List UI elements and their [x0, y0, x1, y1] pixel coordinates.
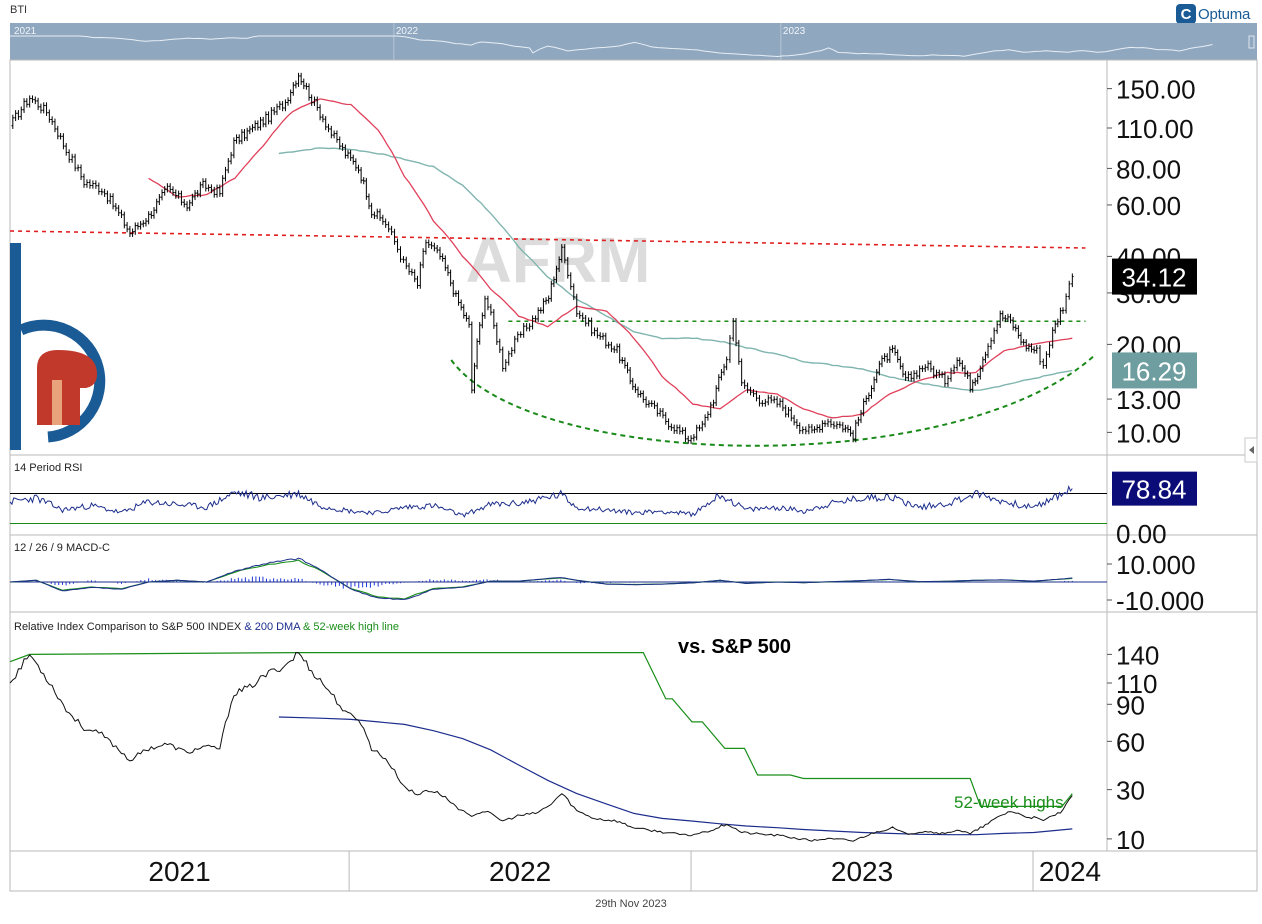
relative-title-part-1: Relative Index Comparison to S&P 500 IND…	[14, 621, 244, 633]
relative-annotation: vs. S&P 500	[678, 636, 791, 658]
macd-tick-label: 10.000	[1116, 550, 1196, 580]
relative-tick-label: 30	[1116, 776, 1145, 806]
relative-title-part-2: & 200 DMA	[244, 621, 303, 633]
macd-line	[9, 557, 1073, 600]
rsi-line	[9, 485, 1073, 518]
rsi-tick-label: 0.00	[1116, 519, 1167, 549]
rsi-title: 14 Period RSI	[14, 462, 82, 474]
footer-date: 29th Nov 2023	[595, 898, 667, 910]
relative-tick-label: 110	[1116, 669, 1157, 699]
relative-tick-label: 60	[1116, 727, 1145, 757]
macd-panel: 12 / 26 / 9 MACD-C 10.000 -10.000	[9, 542, 1204, 616]
time-navigator[interactable]: 2021 2022 2023	[10, 23, 1257, 60]
navigator-ticks: 2021 2022 2023	[14, 23, 806, 60]
rsi-y-axis: 78.84 0.00	[1112, 471, 1197, 549]
relative-tick-label: 90	[1116, 690, 1145, 720]
year-label: 2022	[489, 856, 551, 887]
52-week-high-line	[9, 652, 1073, 807]
200-dma-line	[278, 716, 1073, 836]
navigator-year-label: 2023	[783, 26, 806, 37]
year-label: 2024	[1039, 856, 1101, 887]
price-tick-label: 110.00	[1116, 114, 1194, 144]
navigator-year-label: 2021	[14, 26, 37, 37]
brand-logo-stem	[10, 243, 21, 450]
relative-tick-label: 140	[1116, 640, 1159, 670]
last-price-label: 34.12	[1121, 263, 1186, 293]
navigator-price-line	[10, 35, 1213, 58]
price-tick-label: 60.00	[1116, 191, 1181, 221]
x-axis-year-labels: 2021 2022 2023 2024	[148, 856, 1101, 887]
moving-average-badge	[1112, 352, 1197, 389]
macd-y-axis: 10.000 -10.000	[1107, 550, 1204, 616]
navigator-background[interactable]	[10, 23, 1257, 60]
price-tick-label: 10.00	[1116, 418, 1181, 448]
long-moving-average-line	[278, 147, 1073, 392]
chart-frame	[9, 59, 1258, 892]
rsi-value-badge	[1112, 471, 1197, 506]
relative-title: Relative Index Comparison to S&P 500 IND…	[14, 621, 399, 633]
source-label: BTI	[10, 4, 28, 16]
short-moving-average-line	[148, 98, 1073, 419]
navigator-handle[interactable]	[1248, 35, 1255, 49]
relative-index-line	[9, 652, 1073, 842]
price-badges: 34.12 16.29	[1112, 258, 1197, 389]
relative-tick-label: 10	[1116, 825, 1145, 855]
optuma-logo-text: Optuma	[1198, 5, 1251, 23]
ticker-watermark: AFRM	[466, 224, 651, 296]
price-tick-label: 150.00	[1116, 75, 1196, 105]
brand-logo-bowl	[18, 319, 106, 443]
brand-logo	[10, 243, 106, 450]
rsi-value-label: 78.84	[1121, 475, 1186, 505]
relative-panel: Relative Index Comparison to S&P 500 IND…	[9, 621, 1159, 855]
price-tick-label: 80.00	[1116, 154, 1181, 184]
price-tick-label: 13.00	[1116, 385, 1181, 415]
relative-title-part-3: & 52-week high line	[303, 621, 399, 633]
moving-average-label: 16.29	[1121, 356, 1186, 386]
optuma-logo: C Optuma	[1176, 3, 1250, 25]
year-label: 2023	[831, 856, 893, 887]
macd-tick-label: -10.000	[1116, 586, 1204, 616]
rsi-panel: 14 Period RSI 78.84 0.00	[9, 462, 1197, 549]
52-week-highs-label: 52-week highs	[954, 793, 1064, 812]
resistance-line	[9, 230, 1086, 249]
macd-title: 12 / 26 / 9 MACD-C	[14, 542, 110, 554]
price-panel: 150.00110.0080.0060.0040.0030.0020.0013.…	[9, 72, 1197, 448]
optuma-logo-icon: C	[1176, 4, 1196, 24]
cup-pattern-arc	[450, 355, 1095, 447]
macd-histogram	[13, 576, 1073, 589]
year-dividers	[348, 851, 1034, 891]
navigator-year-label: 2022	[396, 26, 419, 37]
panel-collapse-button[interactable]	[1244, 437, 1258, 463]
year-label: 2021	[148, 856, 210, 887]
brand-logo-accent	[52, 380, 62, 425]
price-candles	[11, 72, 1074, 444]
last-price-badge	[1112, 258, 1197, 295]
chevron-left-icon	[1249, 446, 1254, 454]
